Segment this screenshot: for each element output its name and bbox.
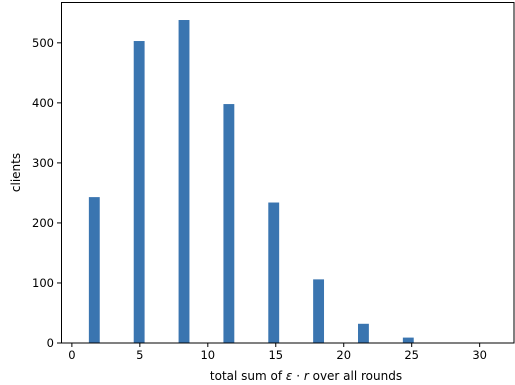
x-tick-label: 0 bbox=[68, 348, 75, 362]
plot-frame bbox=[61, 2, 515, 344]
histogram-bar-7 bbox=[402, 337, 414, 343]
y-tick-label: 100 bbox=[32, 276, 54, 290]
y-ticks-layer: 0 100 200 300 400 500 bbox=[32, 36, 61, 350]
histogram-bar-6 bbox=[358, 323, 369, 343]
y-tick-label: 300 bbox=[32, 156, 54, 170]
x-axis-label-r: r bbox=[304, 369, 310, 383]
x-axis-label-prefix: total sum of bbox=[210, 369, 286, 383]
x-axis-label-epsilon: ε bbox=[286, 369, 293, 383]
y-axis-label: clients bbox=[9, 153, 23, 192]
y-tick-label: 400 bbox=[32, 96, 54, 110]
x-axis-label-dot: · bbox=[292, 369, 303, 383]
x-tick-label: 20 bbox=[336, 348, 351, 362]
histogram-bar-2 bbox=[178, 20, 190, 344]
x-tick-label: 10 bbox=[200, 348, 215, 362]
y-tick-label: 0 bbox=[47, 336, 54, 350]
histogram-bar-4 bbox=[268, 202, 280, 343]
histogram-bar-0 bbox=[88, 197, 100, 343]
y-tick-label: 200 bbox=[32, 216, 54, 230]
x-axis-label: total sum of ε · r over all rounds bbox=[210, 369, 402, 383]
histogram-bar-5 bbox=[313, 279, 325, 343]
x-tick-label: 15 bbox=[268, 348, 283, 362]
x-tick-label: 25 bbox=[404, 348, 419, 362]
histogram-bar-1 bbox=[133, 41, 145, 343]
x-tick-label: 30 bbox=[472, 348, 487, 362]
x-tick-label: 5 bbox=[136, 348, 143, 362]
x-ticks-layer: 0 5 10 15 20 25 30 bbox=[68, 343, 487, 362]
y-tick-label: 500 bbox=[32, 36, 54, 50]
x-axis-label-suffix: over all rounds bbox=[309, 369, 402, 383]
bars-layer bbox=[88, 20, 414, 344]
histogram-bar-3 bbox=[223, 104, 235, 343]
